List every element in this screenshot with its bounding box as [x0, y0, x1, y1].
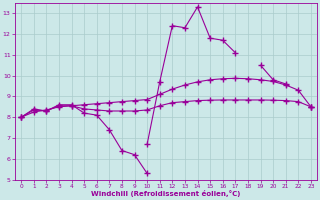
- X-axis label: Windchill (Refroidissement éolien,°C): Windchill (Refroidissement éolien,°C): [91, 190, 241, 197]
